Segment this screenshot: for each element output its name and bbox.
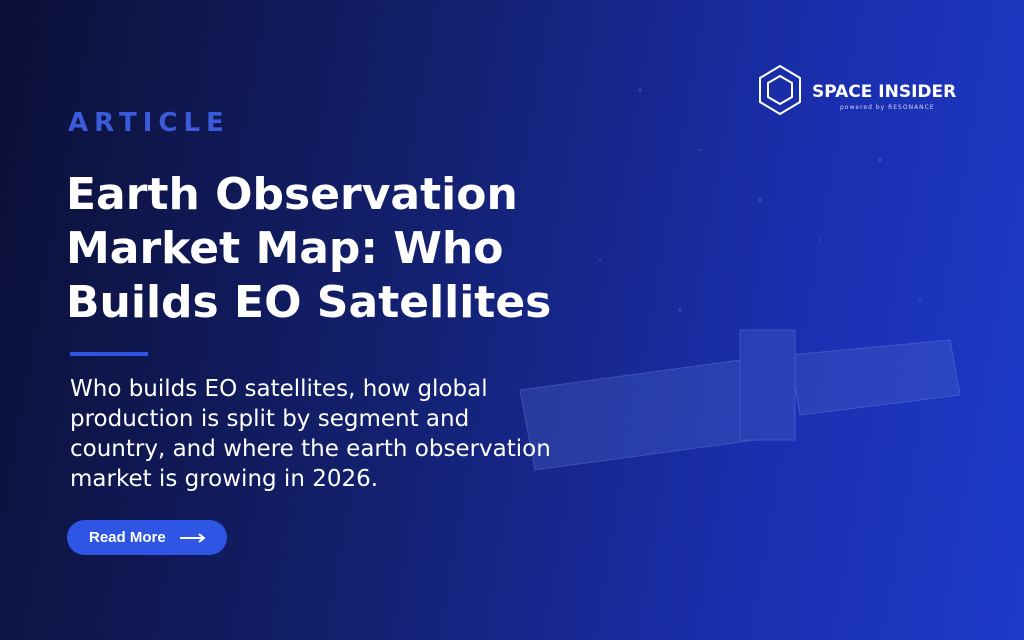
headline: Earth Observation Market Map: Who Builds… — [66, 169, 552, 328]
category-label: ARTICLE — [68, 108, 230, 138]
description: Who builds EO satellites, how global pro… — [70, 376, 551, 492]
brand-tagline: powered by RESONANCE — [840, 104, 935, 111]
read-more-button[interactable]: Read More — [67, 520, 227, 555]
divider — [70, 352, 148, 356]
arrow-icon — [179, 532, 206, 543]
brand-name: SPACE INSIDER — [812, 82, 957, 102]
button-text: Read More — [89, 529, 166, 546]
